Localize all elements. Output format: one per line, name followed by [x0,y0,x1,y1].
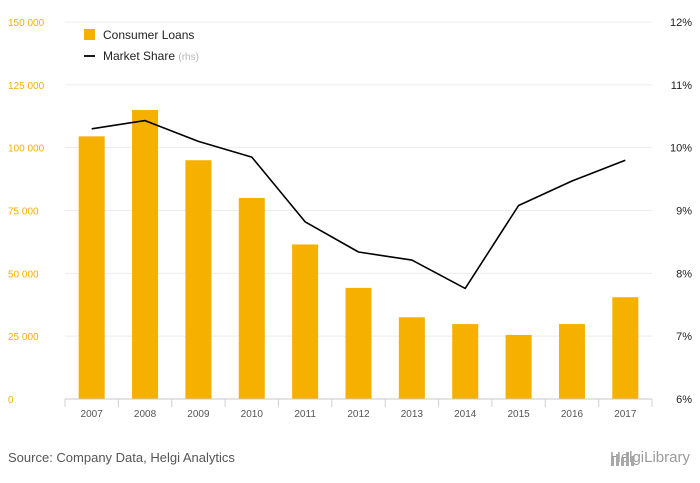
y-left-tick-label: 25 000 [8,332,39,343]
x-tick-label: 2016 [561,409,584,420]
x-tick-label: 2009 [187,409,210,420]
brand-logo: HelgiLibrary [610,449,690,466]
market-share-line [91,119,626,290]
x-tick-label: 2014 [454,409,477,420]
bar-2012 [345,287,372,399]
legend-swatch-consumer-loans [84,29,95,40]
bar-2011 [292,244,319,399]
y-left-tick-label: 75 000 [8,207,39,218]
y-right-tick-label: 7% [676,331,692,343]
bar-2014 [452,324,479,399]
y-right-tick-label: 8% [676,268,692,280]
y-left-tick-label: 150 000 [8,18,45,29]
y-right-tick-label: 6% [676,394,692,406]
legend-label-consumer-loans: Consumer Loans [103,28,194,42]
x-tick-label: 2010 [241,409,264,420]
bar-2017 [612,297,639,399]
y-left-tick-label: 100 000 [8,144,45,155]
bar-2009 [185,160,212,399]
y-left-tick-label: 50 000 [8,269,39,280]
x-tick-label: 2007 [81,409,104,420]
bar-2013 [398,317,425,399]
x-tick-label: 2017 [614,409,637,420]
source-note: Source: Company Data, Helgi Analytics [8,450,235,465]
bar-2010 [238,197,265,399]
x-tick-label: 2011 [294,409,316,420]
y-right-tick-label: 11% [671,80,692,92]
legend-series-name: Market Share [103,49,178,63]
x-tick-label: 2008 [134,409,157,420]
bar-2007 [78,136,105,399]
x-tick-label: 2013 [401,409,424,420]
x-tick-label: 2015 [507,409,530,420]
y-right-tick-label: 9% [676,206,692,218]
bar-2008 [132,109,159,399]
y-right-tick-label: 12% [670,17,692,29]
bar-2016 [558,324,585,399]
y-left-tick-label: 0 [8,395,14,406]
bar-2015 [505,334,532,399]
legend-series-suffix: (rhs) [178,52,199,63]
legend-label-market-share: Market Share (rhs) [103,49,199,63]
library-icon [610,452,634,466]
brand-name: HelgiLibrary [609,449,690,466]
x-tick-label: 2012 [347,409,370,420]
y-left-tick-label: 125 000 [8,81,45,92]
y-right-tick-label: 10% [670,143,692,155]
